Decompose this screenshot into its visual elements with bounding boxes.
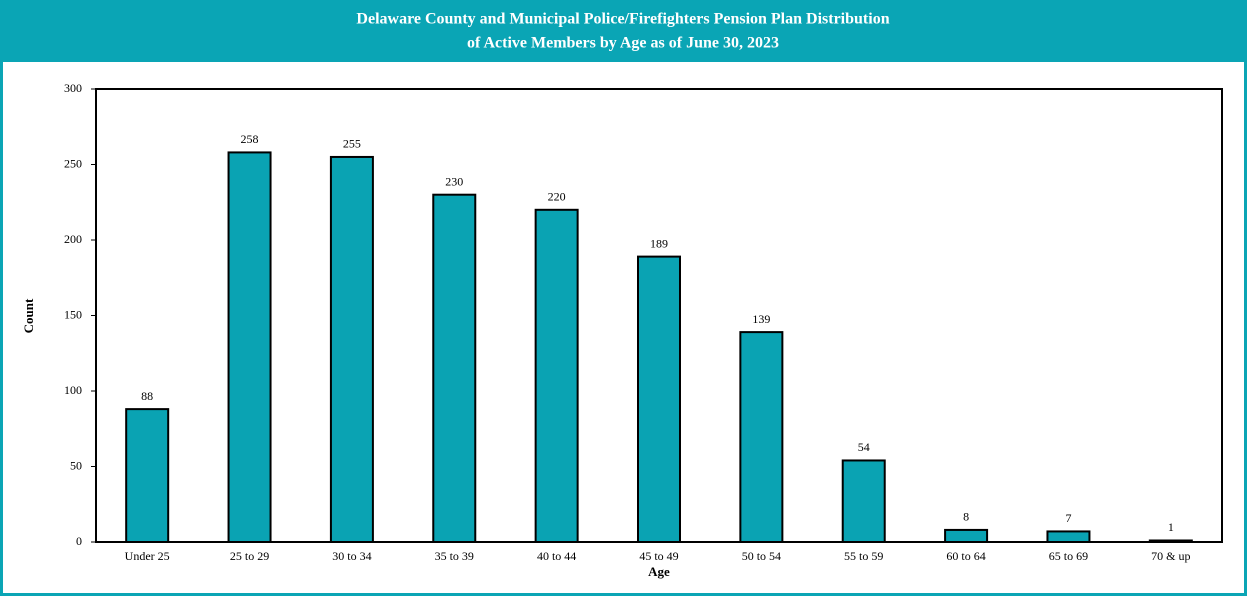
y-tick-label: 150 <box>64 307 82 321</box>
chart-title: Delaware County and Municipal Police/Fir… <box>356 11 889 28</box>
bar <box>227 151 272 543</box>
y-tick-label: 100 <box>64 383 82 397</box>
data-label: 8 <box>963 510 969 524</box>
x-tick-label: 25 to 29 <box>230 549 269 563</box>
bar <box>841 459 886 543</box>
x-tick-label: Under 25 <box>125 549 170 563</box>
bar <box>637 255 681 543</box>
y-tick-label: 300 <box>64 81 82 95</box>
y-tick-label: 0 <box>76 534 82 548</box>
y-tick-label: 200 <box>64 232 82 246</box>
y-tick-label: 250 <box>64 156 82 170</box>
y-tick-label: 50 <box>70 458 82 472</box>
data-label: 258 <box>241 132 259 146</box>
x-tick-label: 30 to 34 <box>332 549 371 563</box>
data-label: 189 <box>650 236 668 250</box>
data-label: 7 <box>1065 511 1071 525</box>
bar <box>534 208 579 544</box>
bar <box>125 408 170 543</box>
bar <box>944 528 989 543</box>
data-label: 220 <box>548 190 566 204</box>
x-tick-label: 40 to 44 <box>537 549 576 563</box>
chart-title: of Active Members by Age as of June 30, … <box>467 35 779 52</box>
data-label: 255 <box>343 137 361 151</box>
x-tick-label: 60 to 64 <box>946 549 985 563</box>
x-tick-label: 50 to 54 <box>742 549 781 563</box>
data-label: 88 <box>141 389 153 403</box>
header-band <box>0 0 1247 62</box>
x-tick-label: 65 to 69 <box>1049 549 1088 563</box>
bar <box>1046 530 1091 543</box>
y-axis-title: Count <box>21 298 36 333</box>
bar <box>432 193 477 543</box>
x-axis-title: Age <box>648 564 670 579</box>
data-label: 54 <box>858 440 870 454</box>
data-label: 230 <box>445 174 463 188</box>
bar <box>329 155 374 543</box>
data-label: 1 <box>1168 520 1174 534</box>
x-tick-label: 35 to 39 <box>435 549 474 563</box>
bar <box>1148 539 1193 543</box>
x-tick-label: 70 & up <box>1151 549 1190 563</box>
bar <box>739 331 784 543</box>
data-label: 139 <box>752 312 770 326</box>
x-tick-label: 45 to 49 <box>639 549 678 563</box>
x-tick-label: 55 to 59 <box>844 549 883 563</box>
